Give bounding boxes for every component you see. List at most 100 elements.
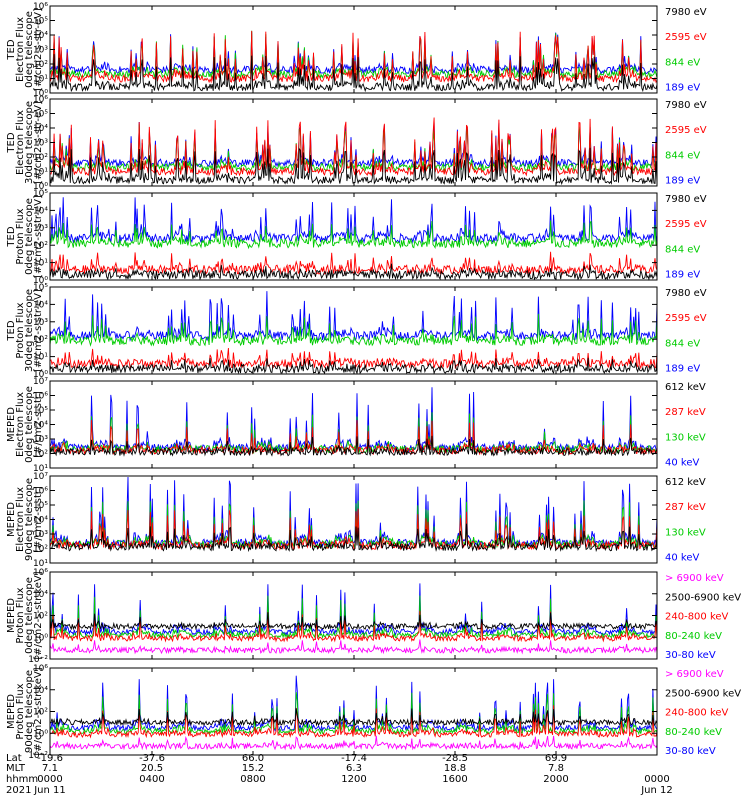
- footer-row-label: MLT: [6, 763, 26, 774]
- y-tick-label: 10³: [33, 139, 48, 149]
- legend-entry: 30-80 keV: [665, 746, 716, 757]
- legend-entry: 2500-6900 keV: [665, 688, 741, 699]
- footer-value-date: Jun 11: [33, 785, 66, 796]
- y-axis-label-line: 0deg telescope: [24, 198, 35, 275]
- y-tick-label: 10⁰: [33, 633, 48, 643]
- y-axis-label-line: Proton Flux: [15, 208, 26, 264]
- legend-entry: > 6900 keV: [665, 573, 724, 584]
- footer-value-mlt: 15.2: [242, 763, 264, 774]
- panel-frame: [49, 380, 658, 469]
- y-axis-label-line: [#/cm2-s-str-eV]: [33, 8, 44, 91]
- y-tick-label: 10²: [33, 335, 48, 345]
- y-axis-label-line: [#/cm2-s-str-eV]: [33, 101, 44, 184]
- y-tick-label: 10⁷: [33, 377, 48, 387]
- series-line-5: [49, 675, 658, 733]
- footer-value-lat: 69.9: [545, 753, 567, 764]
- series-line-1: [49, 54, 658, 93]
- series-line-2: [49, 251, 658, 276]
- y-axis-label-line: 30deg telescope: [24, 289, 35, 372]
- y-tick-label: 10⁴: [33, 686, 48, 696]
- footer-value-lat: 66.0: [242, 753, 264, 764]
- y-tick-label: 10⁰: [33, 729, 48, 739]
- y-tick-label: 10⁵: [33, 189, 48, 199]
- y-tick-label: 10¹: [33, 259, 48, 269]
- series-line-3: [49, 313, 658, 347]
- y-axis-label-line: Electron Flux: [15, 110, 26, 175]
- footer-value-lat: -28.5: [442, 753, 468, 764]
- legend-entry: 287 keV: [665, 407, 706, 418]
- series-line-2: [49, 708, 658, 727]
- series-line-1: [49, 639, 658, 655]
- footer-value-hhmm: 1600: [442, 774, 467, 785]
- y-tick-label: 10³: [33, 435, 48, 445]
- legend-entry: 2500-6900 keV: [665, 592, 741, 603]
- legend-entry: 2595 eV: [665, 125, 707, 136]
- y-tick-label: 10⁻²: [28, 655, 48, 665]
- footer-value-date: Jun 12: [640, 785, 673, 796]
- y-axis-label-line: TED: [6, 320, 17, 341]
- footer-value-hhmm: 0400: [139, 774, 164, 785]
- legend-entry: > 6900 keV: [665, 669, 724, 680]
- legend-entry: 80-240 keV: [665, 727, 722, 738]
- y-axis-label-line: 0deg telescope: [24, 386, 35, 463]
- series-line-3: [49, 610, 658, 643]
- y-tick-label: 10⁷: [33, 472, 48, 482]
- y-tick-label: 10²: [33, 241, 48, 251]
- y-tick-label: 10⁵: [33, 110, 48, 120]
- y-tick-label: 10¹: [33, 353, 48, 363]
- y-tick-label: 10⁶: [33, 2, 48, 12]
- y-tick-label: 10⁴: [33, 206, 48, 216]
- footer-value-lat: -17.4: [341, 753, 367, 764]
- y-axis-label-line: [#/cm2-s-str-eV]: [33, 289, 44, 372]
- legend-entry: 844 eV: [665, 57, 700, 68]
- y-axis-label-line: [#/cm2-s-str]: [33, 391, 44, 458]
- series-line-4: [49, 291, 658, 342]
- y-tick-label: 10⁴: [33, 31, 48, 41]
- y-axis-label-line: Proton Flux: [15, 302, 26, 358]
- series-line-3: [49, 705, 658, 739]
- footer-value-mlt: 6.3: [346, 763, 362, 774]
- legend-entry: 7980 eV: [665, 7, 707, 18]
- y-tick-label: 10¹: [33, 75, 48, 85]
- y-tick-label: 10⁻²: [28, 751, 48, 761]
- legend-entry: 189 eV: [665, 363, 700, 374]
- y-axis-label-line: 30deg telescope: [24, 101, 35, 184]
- y-axis-label-line: MEPED: [6, 598, 17, 633]
- legend-entry: 130 keV: [665, 527, 706, 538]
- footer-value-mlt: 7.8: [548, 763, 564, 774]
- y-tick-label: 10¹: [33, 559, 48, 569]
- legend-entry: 7980 eV: [665, 100, 707, 111]
- y-tick-label: 10⁶: [33, 392, 48, 402]
- legend-entry: 130 keV: [665, 432, 706, 443]
- y-tick-label: 10²: [33, 153, 48, 163]
- legend-entry: 2595 eV: [665, 313, 707, 324]
- y-tick-label: 10⁰: [33, 370, 48, 380]
- y-tick-label: 10¹: [33, 168, 48, 178]
- y-axis-label-line: [#/cm2-s-str-keV]: [33, 667, 44, 755]
- series-line-5: [49, 583, 658, 637]
- legend-entry: 189 eV: [665, 175, 700, 186]
- y-tick-label: 10⁴: [33, 300, 48, 310]
- series-line-2: [49, 612, 658, 631]
- y-axis-label-line: [#/cm2-s-str-eV]: [33, 195, 44, 278]
- y-axis-label-line: 90deg telescope: [24, 478, 35, 561]
- series-line-1: [49, 357, 658, 375]
- panels: 10⁰ 10¹ 10² 10³ 10⁴ 10⁵ 10⁶ TED Electron Flux 0de…: [6, 2, 741, 761]
- legend-entry: 7980 eV: [665, 194, 707, 205]
- footer-row-label: hhmm: [6, 774, 38, 785]
- y-axis-label-line: MEPED: [6, 694, 17, 729]
- y-tick-label: 10³: [33, 224, 48, 234]
- series-line-2: [49, 30, 658, 84]
